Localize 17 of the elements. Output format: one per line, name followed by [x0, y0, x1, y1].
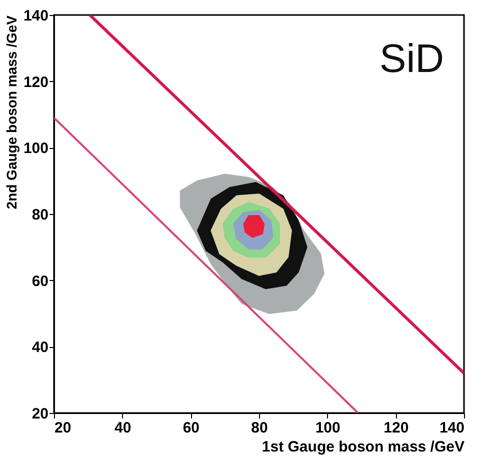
- x-tick-label: 20: [54, 420, 72, 436]
- x-axis-title: 1st Gauge boson mass /GeV: [262, 438, 464, 456]
- x-tick-label: 40: [114, 420, 132, 436]
- annotation: SiD: [380, 37, 444, 81]
- y-tick-label: 120: [23, 74, 48, 91]
- x-tick-label: 60: [182, 420, 200, 436]
- y-tick-label: 100: [23, 140, 48, 158]
- y-tick-label: 140: [23, 8, 48, 24]
- y-axis-title: 2nd Gauge boson mass /GeV: [3, 14, 20, 210]
- y-tick-label: 20: [32, 406, 48, 422]
- x-tick-label: 120: [384, 420, 409, 436]
- x-tick-label: 140: [439, 420, 464, 436]
- x-tick-label: 80: [251, 420, 268, 436]
- y-tick-label: 80: [32, 206, 48, 224]
- x-tick-label: 100: [315, 420, 340, 436]
- y-tick-label: 40: [32, 339, 48, 356]
- y-tick-label: 60: [32, 272, 48, 290]
